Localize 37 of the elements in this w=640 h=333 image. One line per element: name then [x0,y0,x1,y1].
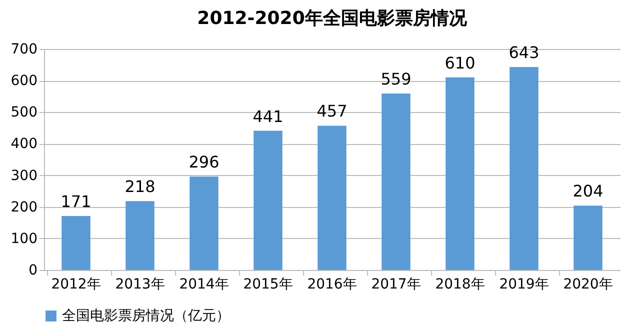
x-tick-label: 2015年 [243,276,293,292]
y-tick-label: 700 [10,42,38,58]
y-tick-label: 600 [10,73,38,90]
legend-label: 全国电影票房情况（亿元） [62,308,230,324]
chart-title: 2012-2020年全国电影票房情况 [197,8,468,29]
data-label: 441 [252,106,284,126]
x-tick-label: 2020年 [563,276,613,292]
bar [318,126,346,270]
x-tick-label: 2013年 [115,276,165,292]
x-tick-label: 2019年 [499,276,549,292]
y-tick-label: 500 [10,104,38,121]
data-label: 610 [444,53,476,72]
y-tick-label: 100 [10,230,38,247]
data-label: 204 [572,182,604,201]
data-label: 643 [508,42,540,62]
data-label: 559 [380,70,412,89]
y-tick-label: 200 [10,199,38,216]
bar [126,201,154,270]
x-tick-label: 2012年 [51,276,101,292]
x-tick-label: 2017年 [371,276,421,292]
x-tick-label: 2016年 [307,276,357,292]
data-label: 171 [60,192,92,212]
x-tick-label: 2014年 [179,276,229,292]
bar [574,206,602,270]
y-tick-label: 0 [28,262,38,278]
y-tick-label: 300 [10,168,38,184]
y-tick-label: 400 [10,136,38,152]
bar [190,176,218,270]
data-label: 296 [188,152,220,172]
data-label: 218 [124,177,156,196]
x-tick-label: 2018年 [435,276,485,292]
data-label: 457 [316,102,348,121]
bar [510,66,538,270]
bar [254,130,282,270]
bar [382,94,410,270]
bar [62,216,90,270]
bar [446,77,474,270]
